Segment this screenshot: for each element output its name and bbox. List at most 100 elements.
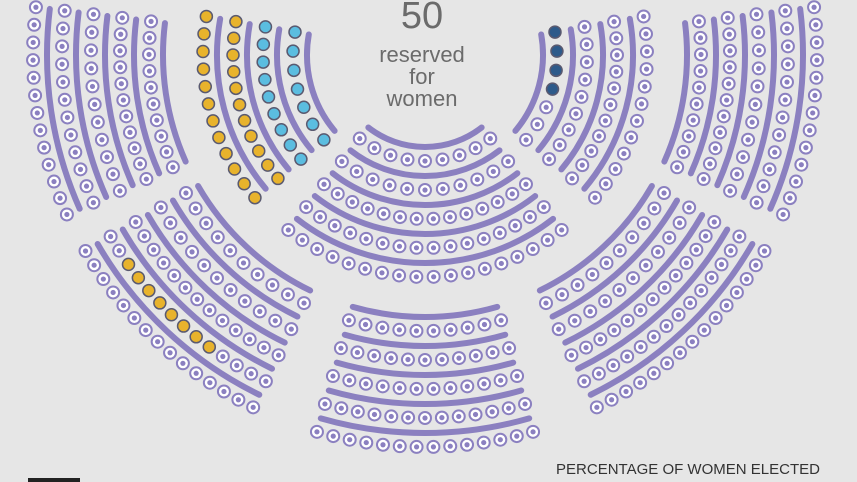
seat-dot: [481, 439, 487, 446]
seat-dot: [527, 214, 533, 220]
seat-dot: [37, 127, 43, 133]
seat-dot: [422, 187, 428, 193]
seat-dot: [269, 282, 276, 288]
bench: [687, 16, 719, 177]
seat-dot: [88, 65, 94, 72]
seat: [256, 37, 271, 52]
seat-dot: [813, 75, 819, 81]
bench: [562, 212, 706, 346]
seat-dot: [242, 298, 248, 304]
seat-dot: [127, 129, 133, 135]
seat-dot: [456, 413, 462, 420]
seat-dot: [761, 248, 768, 254]
seat-dot: [666, 235, 672, 241]
seat-dot: [545, 237, 551, 243]
seat: [260, 158, 275, 172]
seat-dot: [170, 164, 176, 170]
seat-dot: [574, 282, 581, 288]
seat-dot: [330, 254, 336, 260]
legend-swatch: [28, 478, 80, 482]
bench: [558, 21, 606, 173]
seat: [548, 25, 562, 39]
seat-dot: [711, 219, 717, 225]
seat-dot: [514, 433, 520, 439]
seat-dot: [697, 35, 704, 41]
seat-dot: [430, 444, 437, 450]
seat-dot: [123, 113, 129, 119]
seat-dot: [782, 8, 788, 14]
seat-dot: [131, 315, 137, 321]
seat-dot: [57, 195, 63, 201]
seat-dot: [614, 52, 620, 58]
seat-dot: [51, 178, 57, 185]
seat-dot: [154, 117, 160, 123]
seat-dot: [148, 18, 154, 24]
seat-dot: [110, 171, 116, 177]
seat-dot: [814, 57, 820, 63]
seat-dot: [782, 97, 788, 103]
seat-dot: [59, 61, 65, 67]
seat-dot: [110, 289, 116, 296]
bench: [587, 241, 756, 398]
seat-dot: [556, 326, 562, 332]
seat-dot: [785, 43, 791, 49]
seat-dot: [638, 344, 644, 350]
seat-dot: [90, 11, 97, 17]
seat-dot: [630, 275, 636, 281]
seat-dot: [206, 307, 213, 313]
seat-dot: [602, 118, 609, 124]
seat: [237, 177, 251, 191]
seat: [229, 14, 243, 29]
seat-dot: [584, 59, 590, 65]
seat-dot: [487, 135, 493, 142]
seat-dot: [62, 8, 68, 14]
seat-dot: [30, 39, 36, 46]
seat-dot: [568, 352, 575, 358]
bench: [347, 147, 503, 179]
seat-dot: [370, 176, 376, 183]
seat-dot: [641, 220, 647, 226]
seat-dot: [583, 344, 589, 351]
bench: [329, 170, 521, 208]
bench: [535, 26, 576, 154]
seat-dot: [613, 69, 619, 75]
seat-dot: [167, 350, 173, 356]
seat-dot: [514, 254, 520, 260]
seat-dot: [465, 270, 471, 276]
seat-dot: [612, 166, 619, 172]
bench: [767, 5, 806, 212]
seat-dot: [203, 220, 209, 226]
seat-dot: [354, 349, 361, 356]
seat-dot: [581, 24, 588, 30]
seat-dot: [151, 247, 157, 253]
seat-dot: [132, 145, 138, 151]
seat-dot: [448, 327, 454, 333]
seat-dot: [257, 308, 263, 314]
seat-dot: [31, 22, 37, 28]
seat-dot: [77, 166, 84, 172]
seat: [226, 64, 241, 79]
seat-dot: [161, 260, 167, 266]
seat: [153, 296, 167, 310]
seat-dot: [214, 275, 220, 281]
seat-dot: [163, 149, 170, 155]
seat-dot: [623, 388, 629, 395]
seat-dot: [712, 145, 718, 151]
bench: [661, 20, 690, 165]
seat-dot: [474, 176, 480, 183]
seat-dot: [534, 121, 540, 127]
seat-dot: [637, 307, 644, 313]
seat-dot: [611, 85, 617, 91]
seat-dot: [498, 317, 504, 323]
bench: [574, 226, 731, 372]
seat: [283, 138, 298, 152]
seat-dot: [456, 152, 463, 158]
seat: [202, 340, 217, 354]
seat-dot: [498, 377, 504, 383]
seat-dot: [753, 11, 760, 17]
seat-dot: [380, 442, 386, 448]
seat-dot: [473, 353, 479, 359]
seat-dot: [634, 118, 640, 124]
seat-dot: [301, 300, 307, 306]
seat-dot: [624, 317, 631, 324]
